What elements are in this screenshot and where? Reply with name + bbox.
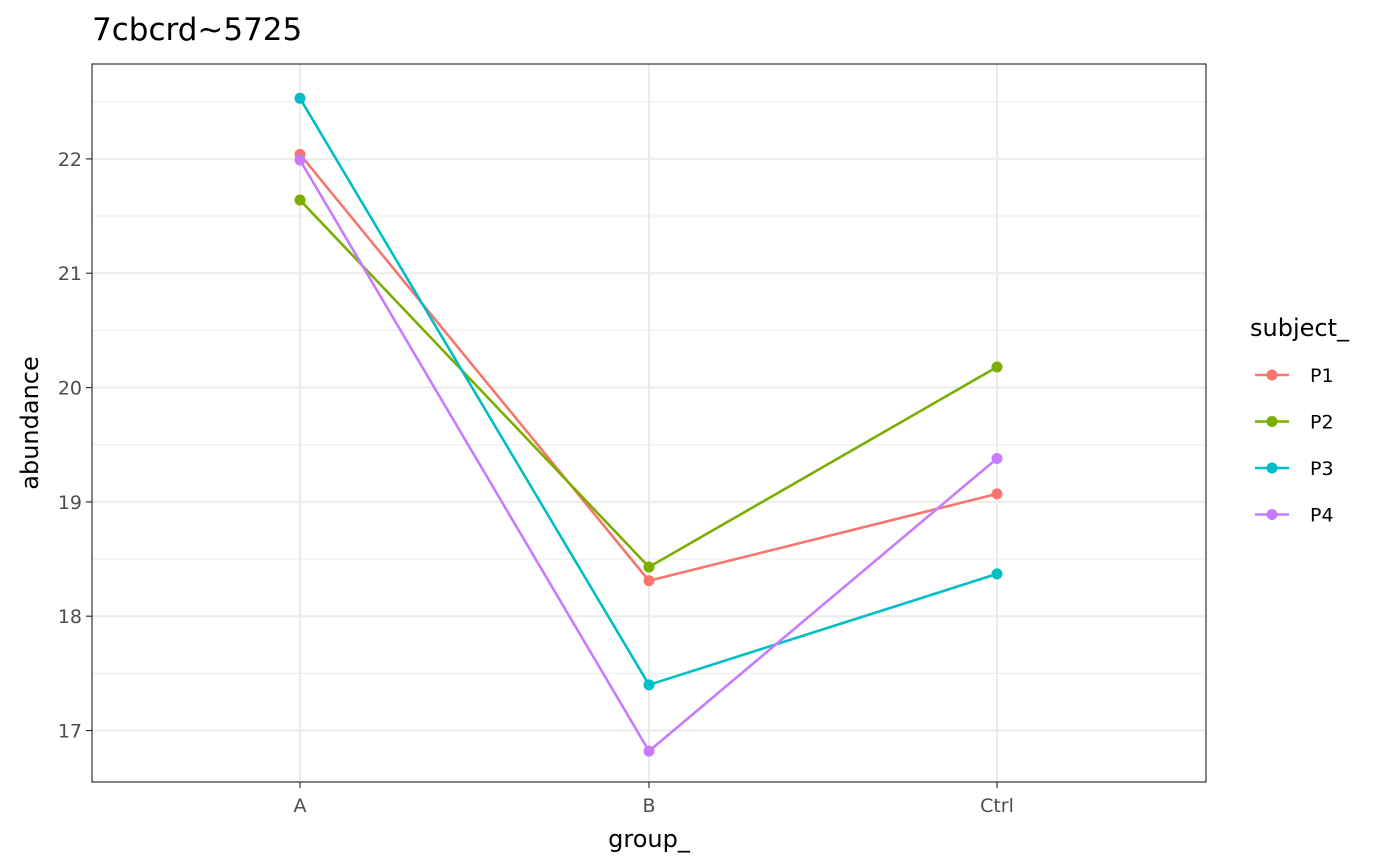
legend-item-p1: P1	[1255, 365, 1334, 387]
y-tick-label: 19	[58, 492, 82, 514]
x-tick-label: Ctrl	[980, 795, 1014, 817]
y-tick-label: 17	[58, 721, 82, 743]
data-point-p2-a	[294, 194, 306, 206]
data-point-p4-ctrl	[991, 452, 1003, 464]
x-tick-label: B	[642, 795, 655, 817]
y-tick-label: 22	[58, 149, 82, 171]
legend-title: subject_	[1250, 314, 1350, 342]
legend-label: P1	[1310, 365, 1334, 387]
data-point-p1-b	[643, 575, 655, 587]
legend-key-point	[1266, 509, 1278, 520]
legend-item-p3: P3	[1255, 458, 1334, 480]
x-tick-label: A	[294, 795, 307, 817]
legend-label: P3	[1310, 458, 1334, 480]
data-point-p3-b	[643, 679, 655, 691]
data-point-p1-ctrl	[991, 488, 1003, 500]
legend-key-point	[1266, 416, 1278, 427]
legend-item-p2: P2	[1255, 412, 1334, 434]
legend-label: P2	[1310, 412, 1334, 434]
legend-item-p4: P4	[1255, 505, 1334, 527]
y-axis-title: abundance	[16, 356, 44, 489]
plot-panel	[91, 63, 1207, 783]
legend-key-point	[1266, 462, 1278, 474]
y-tick-label: 20	[58, 378, 82, 400]
data-point-p3-ctrl	[991, 568, 1003, 580]
data-point-p2-b	[643, 561, 655, 573]
data-point-p4-b	[643, 745, 655, 757]
x-axis-title: group_	[608, 825, 691, 853]
data-point-p4-a	[294, 154, 306, 166]
y-tick-label: 21	[58, 263, 82, 285]
legend-label: P4	[1310, 505, 1334, 527]
data-point-p3-a	[294, 92, 306, 104]
y-axis: 17 18 19 20 21 22	[58, 149, 92, 743]
chart-title: 7cbcrd~5725	[92, 12, 302, 48]
x-axis: A B Ctrl	[294, 782, 1014, 817]
y-tick-label: 18	[58, 606, 82, 628]
grid	[92, 64, 1206, 782]
series-points	[294, 92, 1003, 757]
legend-items: P1 P2 P3 P4	[1255, 365, 1334, 527]
legend-key-point	[1266, 369, 1278, 381]
legend: subject_ P1 P2 P3 P4	[1250, 314, 1350, 527]
data-point-p2-ctrl	[991, 361, 1003, 373]
